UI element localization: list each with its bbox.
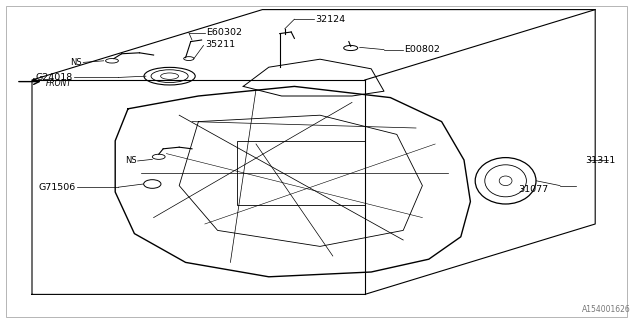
Text: 35211: 35211 [205,40,235,49]
Text: NS: NS [70,58,82,67]
Text: G71506: G71506 [38,183,76,192]
Text: FRONT: FRONT [46,79,72,88]
Text: 31077: 31077 [518,185,548,194]
Text: G24018: G24018 [35,73,72,82]
Text: NS: NS [125,156,136,165]
Text: 32124: 32124 [315,15,345,24]
Text: 31311: 31311 [586,156,616,164]
Text: A154001626: A154001626 [582,305,630,314]
Text: E00802: E00802 [404,45,440,54]
Text: E60302: E60302 [206,28,242,37]
